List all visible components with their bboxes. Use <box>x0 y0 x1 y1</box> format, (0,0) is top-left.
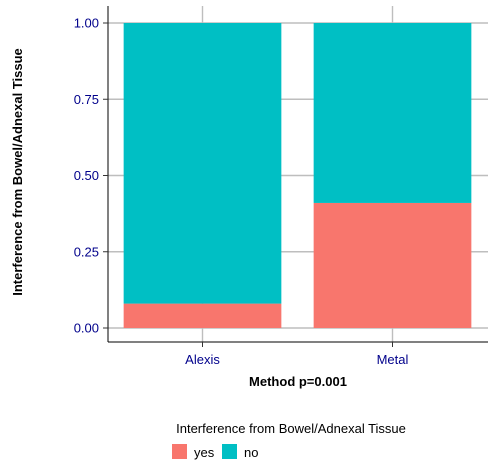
x-tick-label: Alexis <box>185 352 220 367</box>
y-tick-label: 0.75 <box>74 92 99 107</box>
y-ticks: 0.00 0.25 0.50 0.75 1.00 <box>74 16 108 336</box>
x-ticks: Alexis Metal <box>185 342 409 367</box>
legend-label-no: no <box>244 445 258 460</box>
y-axis-title: Interference from Bowel/Adnexal Tissue <box>10 48 25 296</box>
legend-key-no <box>222 444 237 459</box>
bar-no-alexis <box>123 23 282 304</box>
y-tick-label: 0.50 <box>74 168 99 183</box>
bars <box>123 23 472 328</box>
bar-yes-metal <box>313 202 472 328</box>
bar-yes-alexis <box>123 303 282 328</box>
y-tick-label: 1.00 <box>74 16 99 31</box>
legend-title: Interference from Bowel/Adnexal Tissue <box>176 421 406 436</box>
x-tick-label: Metal <box>377 352 409 367</box>
legend: yes no <box>172 444 258 460</box>
x-axis-title: Method p=0.001 <box>249 374 347 389</box>
y-tick-label: 0.00 <box>74 321 99 336</box>
legend-key-yes <box>172 444 187 459</box>
legend-label-yes: yes <box>194 445 215 460</box>
bar-no-metal <box>313 23 472 203</box>
y-tick-label: 0.25 <box>74 244 99 259</box>
axes <box>107 6 488 343</box>
